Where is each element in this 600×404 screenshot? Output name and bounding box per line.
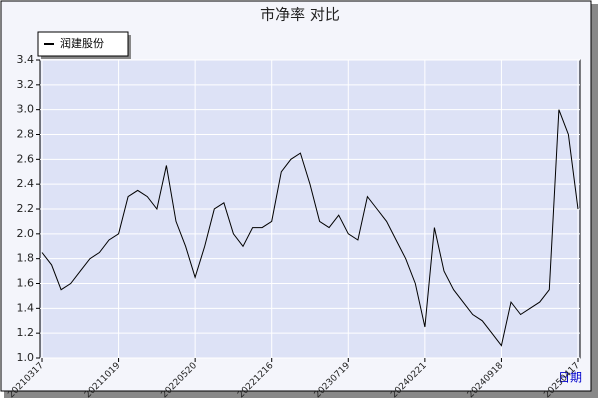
y-tick-label: 3.0 bbox=[17, 103, 35, 116]
y-tick-label: 2.0 bbox=[17, 227, 35, 240]
y-tick-label: 3.4 bbox=[17, 53, 35, 66]
y-tick-label: 1.0 bbox=[17, 351, 35, 364]
y-tick-label: 3.2 bbox=[17, 78, 35, 91]
y-tick-label: 2.4 bbox=[17, 177, 35, 190]
y-tick-label: 1.2 bbox=[17, 326, 35, 339]
y-tick-label: 2.2 bbox=[17, 202, 35, 215]
chart-title: 市净率 对比 bbox=[260, 6, 340, 24]
y-tick-label: 1.4 bbox=[17, 301, 35, 314]
y-tick-label: 2.6 bbox=[17, 152, 35, 165]
series-line bbox=[41, 109, 579, 347]
y-tick-label: 1.8 bbox=[17, 252, 35, 265]
x-axis-label: 日期 bbox=[558, 371, 582, 385]
y-tick-label: 1.6 bbox=[17, 277, 35, 290]
y-tick-label: 2.8 bbox=[17, 128, 35, 141]
legend-label: 润建股份 bbox=[60, 36, 104, 50]
